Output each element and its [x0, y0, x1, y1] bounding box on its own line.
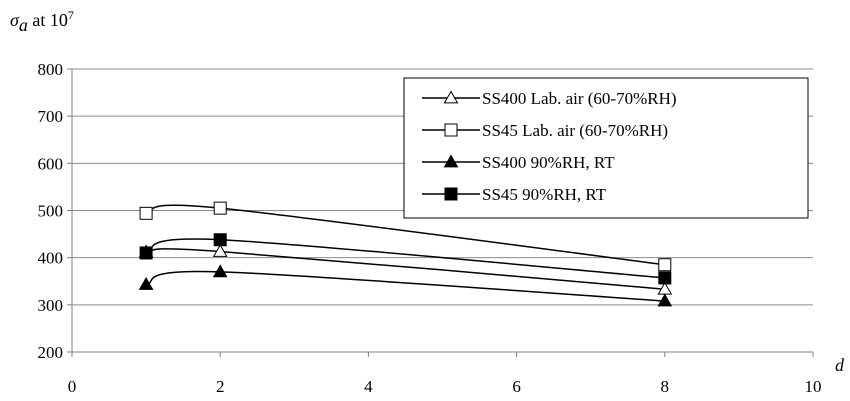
y-axis-superscript: 7: [68, 8, 74, 22]
axes: [67, 68, 814, 357]
series-line: [145, 270, 665, 302]
x-tick-label: 0: [68, 377, 77, 396]
data-point: [213, 233, 227, 247]
y-tick-label: 200: [38, 343, 64, 362]
y-tick-label: 400: [38, 249, 64, 268]
legend-marker: [444, 123, 458, 137]
data-point: [212, 264, 228, 278]
x-tick-label: 10: [805, 377, 822, 396]
legend-marker: [443, 154, 459, 168]
series-3: [138, 264, 673, 307]
y-tick-labels: 200 300 400 500 600 700 800: [38, 60, 64, 362]
series-4: [139, 233, 672, 285]
legend-item: SS45 90%RH, RT: [422, 185, 607, 204]
x-tick-label: 6: [512, 377, 521, 396]
x-axis-title: d: [835, 355, 845, 375]
data-point: [658, 258, 672, 272]
y-axis-text: at 10: [28, 10, 68, 30]
data-point: [213, 201, 227, 215]
series-line: [145, 238, 665, 279]
legend-item: SS400 Lab. air (60-70%RH): [422, 89, 677, 108]
y-tick-label: 500: [38, 202, 64, 221]
data-point: [139, 246, 153, 260]
legend-marker: [443, 90, 459, 104]
series-line: [146, 248, 665, 291]
y-axis-symbol: σ: [10, 10, 20, 30]
data-point: [138, 277, 154, 290]
y-axis-subscript: a: [19, 15, 28, 35]
y-axis-title: σa at 107: [10, 8, 74, 35]
legend-label: SS400 Lab. air (60-70%RH): [482, 89, 677, 108]
x-tick-label: 2: [216, 377, 225, 396]
series-group: [138, 201, 673, 307]
y-tick-label: 800: [38, 60, 64, 79]
x-tick-labels: 0 2 4 6 8 10: [68, 377, 822, 396]
legend-item: SS45 Lab. air (60-70%RH): [422, 121, 668, 140]
legend-item: SS400 90%RH, RT: [422, 153, 615, 172]
legend-label: SS45 Lab. air (60-70%RH): [482, 121, 668, 140]
y-tick-label: 300: [38, 296, 64, 315]
data-point: [657, 293, 673, 307]
legend-label: SS45 90%RH, RT: [482, 185, 607, 204]
data-point: [658, 271, 672, 285]
data-point: [212, 244, 228, 257]
data-point: [139, 206, 153, 220]
series-line: [145, 204, 665, 266]
legend: SS400 Lab. air (60-70%RH) SS45 Lab. air (…: [403, 77, 809, 219]
legend-marker: [444, 187, 458, 201]
y-tick-label: 600: [38, 154, 64, 173]
series-2: [139, 201, 672, 272]
x-tick-label: 8: [661, 377, 670, 396]
x-tick-label: 4: [364, 377, 373, 396]
y-tick-label: 700: [38, 107, 64, 126]
legend-label: SS400 90%RH, RT: [482, 153, 615, 172]
